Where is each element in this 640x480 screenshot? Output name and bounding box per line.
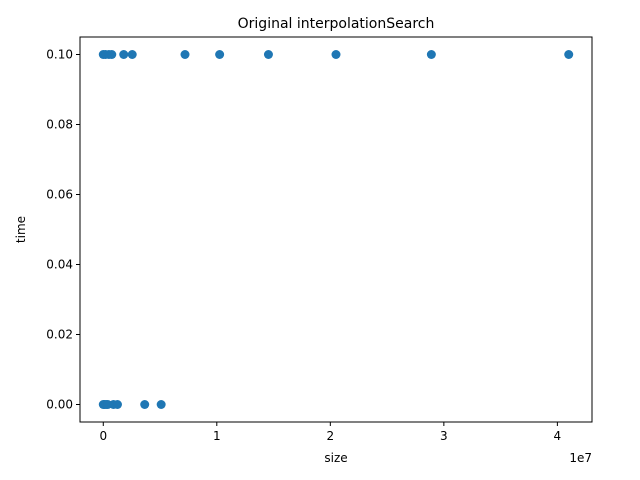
- data-point: [263, 50, 273, 59]
- y-tick-label: 0.10: [46, 48, 73, 62]
- data-point: [215, 50, 225, 59]
- data-point: [140, 400, 150, 409]
- y-tick-label: 0.06: [46, 188, 73, 202]
- data-point: [112, 400, 122, 409]
- chart-title: Original interpolationSearch: [238, 16, 435, 32]
- data-point: [564, 50, 574, 59]
- data-point: [426, 50, 436, 59]
- x-axis-offset-label: 1e7: [569, 451, 592, 465]
- x-tick-label: 4: [554, 429, 562, 443]
- x-tick-label: 1: [213, 429, 221, 443]
- y-tick-label: 0.08: [46, 118, 73, 132]
- y-tick-label: 0.00: [46, 398, 73, 412]
- y-axis: 0.00 0.02 0.04 0.06 0.08 0.10: [46, 48, 80, 412]
- data-point: [180, 50, 190, 59]
- x-tick-label: 2: [327, 429, 335, 443]
- data-point: [127, 50, 137, 59]
- data-point: [107, 50, 117, 59]
- y-tick-label: 0.02: [46, 328, 73, 342]
- plot-frame: [79, 36, 593, 423]
- data-point: [331, 50, 341, 59]
- y-tick-label: 0.04: [46, 258, 73, 272]
- x-tick-label: 3: [440, 429, 448, 443]
- data-point: [156, 400, 166, 409]
- x-axis-label: size: [324, 451, 347, 465]
- data-points: [98, 50, 574, 409]
- data-point: [119, 50, 129, 59]
- y-axis-label: time: [14, 216, 28, 243]
- x-tick-label: 0: [99, 429, 107, 443]
- x-axis: 0 1 2 3 4: [99, 422, 561, 443]
